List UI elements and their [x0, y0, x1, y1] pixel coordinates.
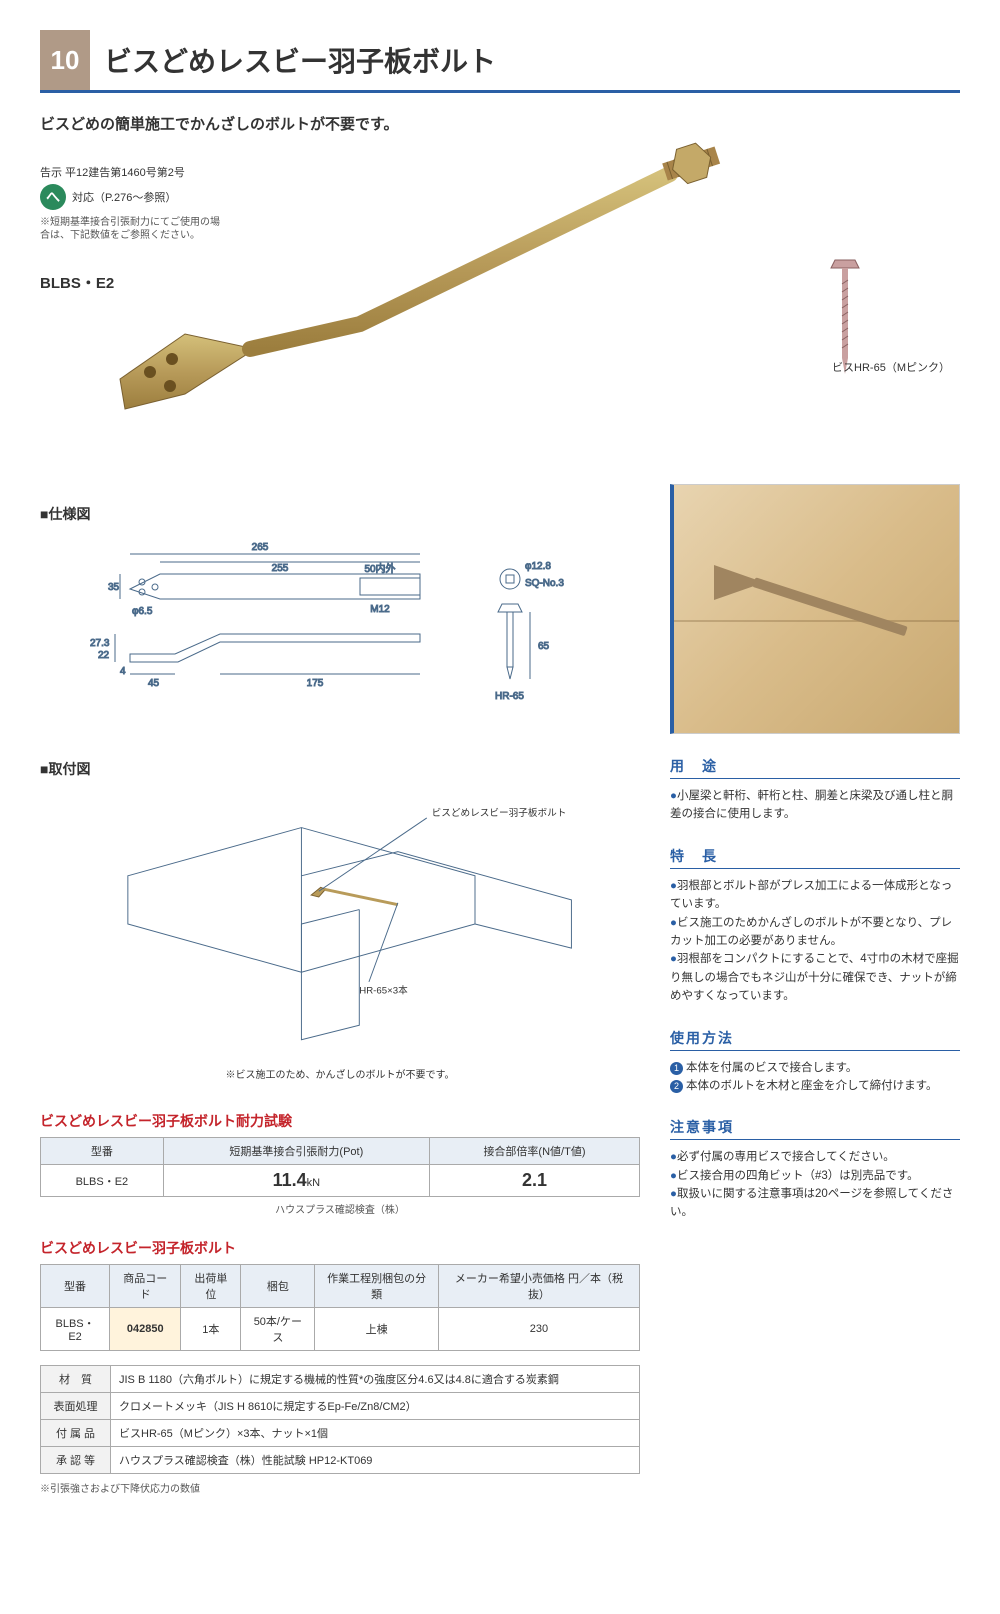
table-cell: ハウスプラス確認検査（株）性能試験 HP12-KT069 [111, 1447, 640, 1474]
table-header: 承 認 等 [41, 1447, 111, 1474]
feature-item: ●羽根部とボルト部がプレス加工による一体成形となっています。 [670, 877, 960, 914]
strength-table: 型番 短期基準接合引張耐力(Pot) 接合部倍率(N値/T値) BLBS・E2 … [40, 1137, 640, 1197]
table-header: 型番 [41, 1265, 110, 1308]
howto-step: 2本体のボルトを木材と座金を介して締付けます。 [670, 1077, 960, 1095]
svg-text:HR-65: HR-65 [495, 691, 524, 702]
svg-text:45: 45 [148, 678, 160, 689]
svg-text:M12: M12 [370, 604, 390, 615]
spec-section-label: ■仕様図 [40, 504, 640, 524]
table-header: 接合部倍率(N値/T値) [429, 1138, 639, 1165]
caution-item: ●ビス接合用の四角ビット（#3）は別売品です。 [670, 1167, 960, 1185]
table-cell: 50本/ケース [241, 1308, 315, 1351]
table-header: 商品コード [110, 1265, 181, 1308]
svg-text:27.3: 27.3 [90, 638, 110, 649]
usage-text: ●小屋梁と軒桁、軒桁と柱、胴差と床梁及び通し柱と胴差の接合に使用します。 [670, 787, 960, 824]
table-cell: JIS B 1180（六角ボルト）に規定する機械的性質*の強度区分4.6又は4.… [111, 1366, 640, 1393]
table-header: 表面処理 [41, 1393, 111, 1420]
usage-title: 用 途 [670, 756, 960, 779]
product-table-title: ビスどめレスビー羽子板ボルト [40, 1238, 640, 1258]
svg-text:SQ-No.3: SQ-No.3 [525, 578, 564, 589]
feature-item: ●羽根部をコンパクトにすることで、4寸巾の木材で座掘り無しの場合でもネジ山が十分… [670, 950, 960, 1005]
table-header: 型番 [41, 1138, 164, 1165]
strength-test-title: ビスどめレスビー羽子板ボルト耐力試験 [40, 1111, 640, 1131]
caution-item: ●必ず付属の専用ビスで接合してください。 [670, 1148, 960, 1166]
install-photo [670, 484, 960, 734]
bolt-illustration [100, 114, 740, 434]
svg-text:22: 22 [98, 650, 110, 661]
table-header: 作業工程別梱包の分類 [315, 1265, 438, 1308]
caution-title: 注意事項 [670, 1117, 960, 1140]
table-cell: BLBS・E2 [41, 1165, 164, 1197]
svg-text:50内外: 50内外 [364, 562, 395, 575]
screw-label: ビスHR-65（Mピンク） [832, 359, 950, 375]
svg-text:HR-65×3本: HR-65×3本 [359, 984, 408, 996]
material-table: 材 質JIS B 1180（六角ボルト）に規定する機械的性質*の強度区分4.6又… [40, 1365, 640, 1474]
table-cell: 上棟 [315, 1308, 438, 1351]
svg-text:ビスどめレスビー羽子板ボルト: ビスどめレスビー羽子板ボルト [432, 807, 567, 819]
svg-text:35: 35 [108, 582, 120, 593]
install-note: ※ビス施工のため、かんざしのボルトが不要です。 [40, 1066, 640, 1081]
table-cell: 11.4kN [163, 1165, 429, 1197]
svg-text:65: 65 [538, 641, 550, 652]
page-title: ビスどめレスビー羽子板ボルト [90, 30, 960, 90]
svg-text:φ12.8: φ12.8 [525, 561, 551, 572]
product-table: 型番 商品コード 出荷単位 梱包 作業工程別梱包の分類 メーカー希望小売価格 円… [40, 1264, 640, 1351]
table-cell: クロメートメッキ（JIS H 8610に規定するEp-Fe/Zn8/CM2） [111, 1393, 640, 1420]
he-badge-icon: へ [40, 184, 66, 210]
svg-text:4: 4 [120, 666, 126, 677]
table-cell: 1本 [181, 1308, 241, 1351]
table-cell: BLBS・E2 [41, 1308, 110, 1351]
caution-item: ●取扱いに関する注意事項は20ページを参照してください。 [670, 1185, 960, 1222]
material-footnote: ※引張強さおよび下降伏応力の数値 [40, 1480, 640, 1495]
howto-title: 使用方法 [670, 1028, 960, 1051]
table-header: 付 属 品 [41, 1420, 111, 1447]
table-header: 梱包 [241, 1265, 315, 1308]
svg-text:175: 175 [307, 678, 324, 689]
features-title: 特 長 [670, 846, 960, 869]
svg-text:φ6.5: φ6.5 [132, 606, 153, 617]
table-header: 材 質 [41, 1366, 111, 1393]
svg-text:255: 255 [272, 563, 289, 574]
table-cell: 2.1 [429, 1165, 639, 1197]
inspector-note: ハウスプラス確認検査（株） [40, 1201, 640, 1216]
page-header: 10 ビスどめレスビー羽子板ボルト [40, 30, 960, 93]
howto-step: 1本体を付属のビスで接合します。 [670, 1059, 960, 1077]
feature-item: ●ビス施工のためかんざしのボルトが不要となり、プレカット加工の必要がありません。 [670, 914, 960, 951]
svg-text:265: 265 [252, 542, 269, 553]
hero-illustration: 告示 平12建告第1460号第2号 へ 対応（P.276～参照） ※短期基準接合… [40, 164, 960, 424]
install-drawing: ビスどめレスビー羽子板ボルト HR-65×3本 [40, 789, 640, 1059]
table-header: 出荷単位 [181, 1265, 241, 1308]
table-header: メーカー希望小売価格 円／本（税抜） [438, 1265, 639, 1308]
spec-drawing: 265 255 50内外 M12 35 φ6.5 27.3 22 4 45 17… [40, 534, 640, 734]
table-cell: 230 [438, 1308, 639, 1351]
section-number: 10 [40, 30, 90, 90]
table-cell: ビスHR-65（Mピンク）×3本、ナット×1個 [111, 1420, 640, 1447]
product-code-cell: 042850 [110, 1308, 181, 1351]
install-section-label: ■取付図 [40, 759, 640, 779]
table-header: 短期基準接合引張耐力(Pot) [163, 1138, 429, 1165]
